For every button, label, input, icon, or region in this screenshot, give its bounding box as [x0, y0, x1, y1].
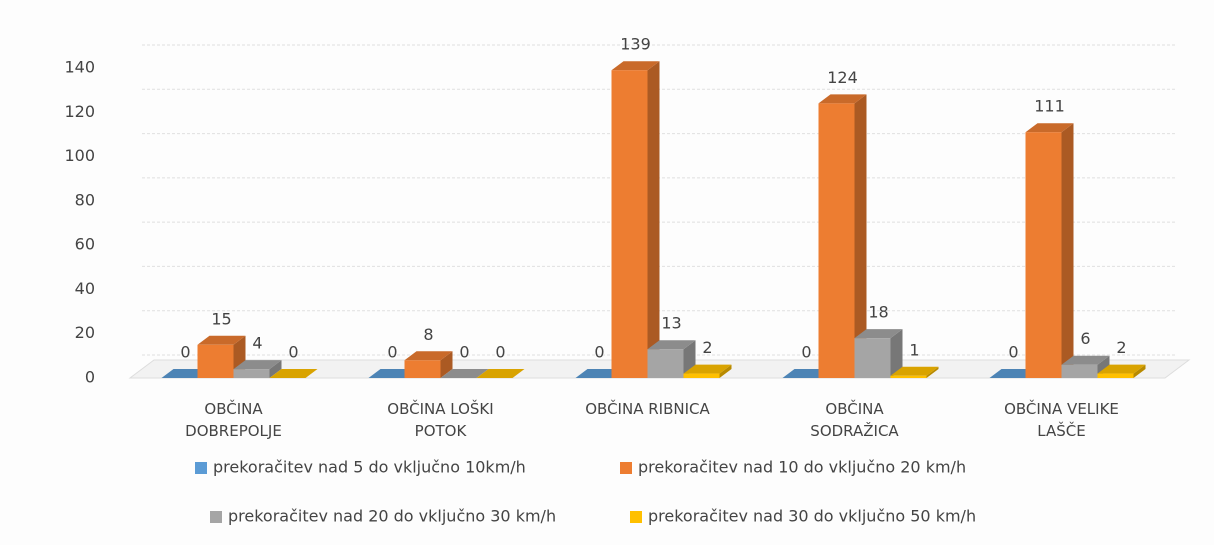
y-tick-label: 0 — [85, 368, 95, 387]
bar-top — [1025, 123, 1074, 133]
data-label: 0 — [801, 343, 811, 362]
bar-side — [269, 360, 282, 378]
data-label: 2 — [1116, 338, 1126, 357]
y-tick-label: 120 — [64, 102, 95, 121]
bar-top — [683, 364, 732, 374]
bar-side — [890, 329, 903, 378]
bar — [647, 349, 684, 378]
bar-top — [854, 329, 903, 339]
bar — [854, 338, 891, 378]
data-label: 0 — [459, 343, 469, 362]
bar-top — [1097, 364, 1146, 374]
bar-top — [611, 61, 660, 71]
bar-side — [854, 94, 867, 378]
bar — [1061, 364, 1098, 378]
legend-swatch — [620, 462, 632, 474]
legend-swatch — [210, 511, 222, 523]
data-label: 124 — [827, 68, 858, 87]
data-label: 8 — [423, 325, 433, 344]
data-label: 18 — [868, 303, 888, 322]
legend-label: prekoračitev nad 10 do vključno 20 km/h — [638, 458, 966, 477]
bar-top — [818, 94, 867, 104]
bar-side — [440, 351, 453, 378]
y-tick-label: 40 — [75, 279, 95, 298]
x-tick-label: OBČINA DOBREPOLJE — [185, 400, 282, 440]
bar-top — [197, 335, 246, 345]
legend-label: prekoračitev nad 5 do vključno 10km/h — [213, 458, 526, 477]
y-tick-label: 20 — [75, 323, 95, 342]
data-label: 0 — [180, 343, 190, 362]
data-label: 6 — [1080, 329, 1090, 348]
y-tick-label: 80 — [75, 190, 95, 209]
bar-top — [233, 360, 282, 370]
bar-top — [404, 351, 453, 361]
legend-label: prekoračitev nad 20 do vključno 30 km/h — [228, 507, 556, 526]
data-label: 2 — [702, 338, 712, 357]
bar-top — [1061, 355, 1110, 365]
bar — [683, 373, 720, 378]
bar-top — [440, 369, 489, 378]
bar-top — [476, 369, 525, 378]
x-tick-label: OBČINA SODRAŽICA — [810, 400, 899, 440]
data-label: 0 — [495, 343, 505, 362]
bar — [1097, 373, 1134, 378]
data-label: 1 — [909, 340, 919, 359]
data-label: 4 — [252, 334, 262, 353]
legend-label: prekoračitev nad 30 do vključno 50 km/h — [648, 507, 976, 526]
bar-side — [1133, 364, 1146, 378]
data-label: 13 — [661, 314, 681, 333]
bar — [890, 375, 927, 378]
bar-side — [926, 366, 939, 378]
bar — [404, 360, 441, 378]
x-tick-label: OBČINA RIBNICA — [585, 400, 710, 418]
bar-top — [269, 369, 318, 378]
bar — [233, 369, 270, 378]
bar-top — [890, 366, 939, 376]
y-tick-label: 100 — [64, 146, 95, 165]
bar-side — [719, 364, 732, 378]
data-label: 0 — [387, 343, 397, 362]
x-tick-label: OBČINA VELIKE LAŠČE — [1004, 400, 1119, 440]
bar — [818, 103, 855, 378]
bar — [197, 344, 234, 378]
data-label: 139 — [620, 35, 651, 54]
data-label: 111 — [1034, 97, 1065, 116]
data-label: 15 — [211, 309, 231, 328]
y-tick-label: 60 — [75, 235, 95, 254]
data-label: 0 — [594, 343, 604, 362]
x-tick-label: OBČINA LOŠKI POTOK — [387, 400, 494, 440]
bar — [611, 70, 648, 378]
bar-side — [647, 61, 660, 378]
data-label: 0 — [1008, 343, 1018, 362]
bar-top — [647, 340, 696, 350]
bar-side — [1061, 123, 1074, 378]
legend-swatch — [630, 511, 642, 523]
legend-swatch — [195, 462, 207, 474]
bar — [1025, 132, 1062, 378]
data-label: 0 — [288, 343, 298, 362]
y-tick-label: 140 — [64, 58, 95, 77]
